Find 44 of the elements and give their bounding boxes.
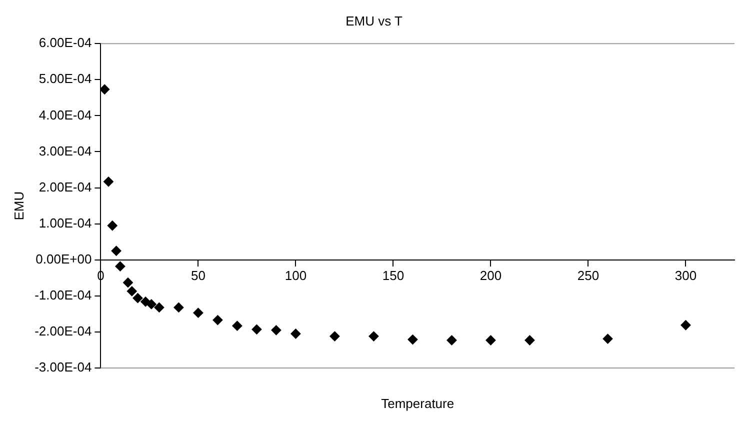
y-tick-label: 2.00E-04 [38, 179, 92, 194]
point [212, 315, 223, 326]
point [524, 335, 535, 346]
point [290, 328, 301, 339]
point [126, 286, 137, 296]
y-tick-label: -3.00E-04 [34, 360, 92, 375]
point [132, 293, 143, 304]
y-tick-label: 5.00E-04 [38, 71, 92, 86]
point [103, 176, 114, 187]
x-tick-label: 150 [382, 268, 404, 284]
point [680, 320, 691, 330]
point [122, 278, 133, 288]
point [446, 335, 457, 346]
y-tick-label: -1.00E-04 [34, 287, 92, 302]
point [271, 325, 282, 336]
point [486, 335, 496, 346]
chart-title: EMU vs T [346, 13, 402, 28]
point [154, 302, 164, 312]
point [115, 261, 126, 272]
point [193, 308, 204, 318]
x-tick-label: 300 [674, 268, 697, 284]
point [111, 246, 122, 256]
point [174, 302, 184, 312]
point [146, 299, 156, 310]
point [107, 220, 118, 231]
x-tick-label: 50 [190, 268, 206, 284]
y-tick-label: 4.00E-04 [38, 107, 92, 122]
y-axis-title: EMU [11, 191, 26, 220]
x-tick-label: 200 [480, 268, 502, 284]
point [408, 334, 418, 345]
y-tick-label: 0.00E+00 [36, 251, 92, 266]
x-axis-title: Temperature [381, 396, 454, 411]
point [602, 334, 613, 344]
point [232, 320, 242, 331]
y-tick-label: 6.00E-04 [38, 35, 92, 50]
point [330, 331, 340, 342]
point [100, 84, 110, 94]
y-tick-label: 1.00E-04 [38, 215, 92, 230]
x-tick-label: 250 [577, 268, 600, 284]
x-tick-label: 100 [284, 268, 307, 284]
point [252, 324, 262, 334]
y-tick-label: -2.00E-04 [34, 324, 92, 339]
point [368, 331, 379, 342]
y-tick-label: 3.00E-04 [38, 143, 92, 158]
